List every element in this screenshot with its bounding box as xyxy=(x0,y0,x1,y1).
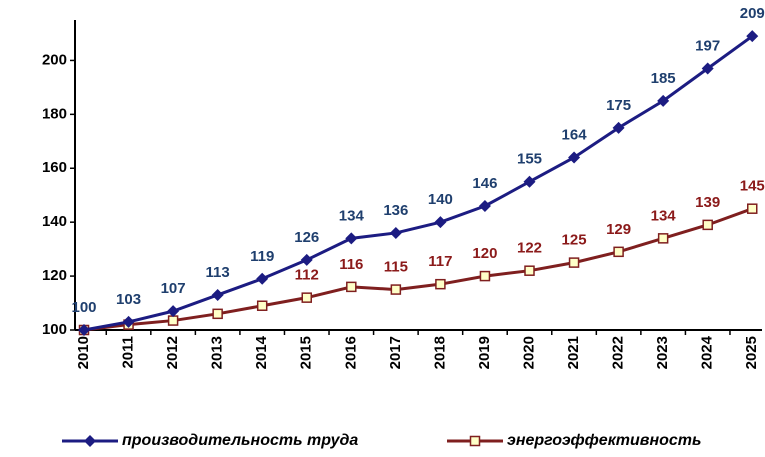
series-line xyxy=(83,207,753,332)
data-point xyxy=(389,226,402,239)
x-tick-label: 2010 xyxy=(75,336,92,369)
x-tick-label: 2012 xyxy=(164,336,181,369)
x-tick-label: 2017 xyxy=(387,336,404,369)
x-tick-label: 2018 xyxy=(431,336,448,369)
legend-text: энергоэффективность xyxy=(507,432,702,449)
data-label: 155 xyxy=(517,151,542,168)
data-label: 164 xyxy=(562,126,588,143)
data-point xyxy=(212,308,223,320)
data-point xyxy=(435,278,446,290)
data-label: 117 xyxy=(428,253,452,270)
data-point xyxy=(613,246,624,258)
data-label: 113 xyxy=(206,264,230,281)
data-label: 209 xyxy=(740,5,765,22)
data-point xyxy=(747,203,758,214)
data-label: 115 xyxy=(384,259,408,276)
y-tick-label: 200 xyxy=(42,51,67,68)
x-tick-label: 2025 xyxy=(743,336,760,369)
data-point xyxy=(434,216,447,229)
data-point xyxy=(345,232,358,245)
data-point xyxy=(390,284,402,295)
x-tick-label: 2024 xyxy=(699,335,716,369)
data-label: 197 xyxy=(695,37,720,54)
x-tick-label: 2023 xyxy=(654,336,671,369)
y-tick-label: 120 xyxy=(42,267,67,284)
data-label: 112 xyxy=(295,267,319,284)
x-tick-label: 2013 xyxy=(209,336,226,369)
data-label: 107 xyxy=(161,280,186,297)
data-label: 136 xyxy=(383,202,408,219)
data-point xyxy=(746,30,759,43)
data-label: 146 xyxy=(472,175,497,192)
x-tick-label: 2020 xyxy=(520,336,537,369)
data-label: 145 xyxy=(740,178,765,195)
data-point xyxy=(256,272,269,285)
data-point xyxy=(300,253,313,266)
data-label: 100 xyxy=(71,299,96,316)
x-tick-label: 2015 xyxy=(298,336,315,369)
data-label: 134 xyxy=(651,207,677,224)
data-label: 125 xyxy=(562,232,587,249)
data-point xyxy=(78,324,90,336)
data-point xyxy=(568,257,580,268)
data-point xyxy=(211,288,224,301)
data-label: 175 xyxy=(606,97,631,114)
data-label: 134 xyxy=(339,207,365,224)
data-label: 103 xyxy=(116,291,141,308)
x-tick-label: 2016 xyxy=(342,336,359,369)
y-tick-label: 140 xyxy=(42,213,67,230)
legend-marker xyxy=(84,435,96,447)
data-label: 129 xyxy=(606,221,631,238)
data-label: 119 xyxy=(250,248,274,265)
x-tick-label: 2019 xyxy=(476,336,493,369)
legend-text: производительность труда xyxy=(122,432,358,449)
data-point xyxy=(478,200,491,212)
legend-marker xyxy=(469,435,481,447)
data-point xyxy=(568,151,581,164)
x-tick-label: 2022 xyxy=(610,336,627,369)
data-point xyxy=(167,305,180,318)
data-label: 140 xyxy=(428,191,453,208)
data-point xyxy=(657,233,669,244)
series-line xyxy=(83,34,754,332)
x-tick-label: 2011 xyxy=(120,336,137,369)
data-point xyxy=(524,265,535,276)
data-point xyxy=(523,175,536,188)
data-label: 126 xyxy=(294,229,319,246)
data-point xyxy=(657,94,670,107)
data-point xyxy=(122,315,135,328)
y-tick-label: 180 xyxy=(42,105,67,122)
data-point xyxy=(346,281,357,293)
data-label: 116 xyxy=(339,256,363,273)
x-tick-label: 2014 xyxy=(253,335,270,369)
data-point xyxy=(256,300,268,311)
data-label: 122 xyxy=(517,240,542,257)
x-tick-label: 2021 xyxy=(565,336,582,369)
y-tick-label: 160 xyxy=(42,159,67,176)
data-label: 139 xyxy=(695,194,720,211)
data-point xyxy=(701,62,714,75)
data-point xyxy=(167,315,179,326)
data-label: 120 xyxy=(472,245,497,262)
data-point xyxy=(702,219,713,231)
data-label: 185 xyxy=(651,70,676,87)
data-point xyxy=(301,292,312,303)
y-tick-label: 100 xyxy=(42,321,67,338)
data-point xyxy=(479,270,491,282)
data-point xyxy=(612,121,625,134)
